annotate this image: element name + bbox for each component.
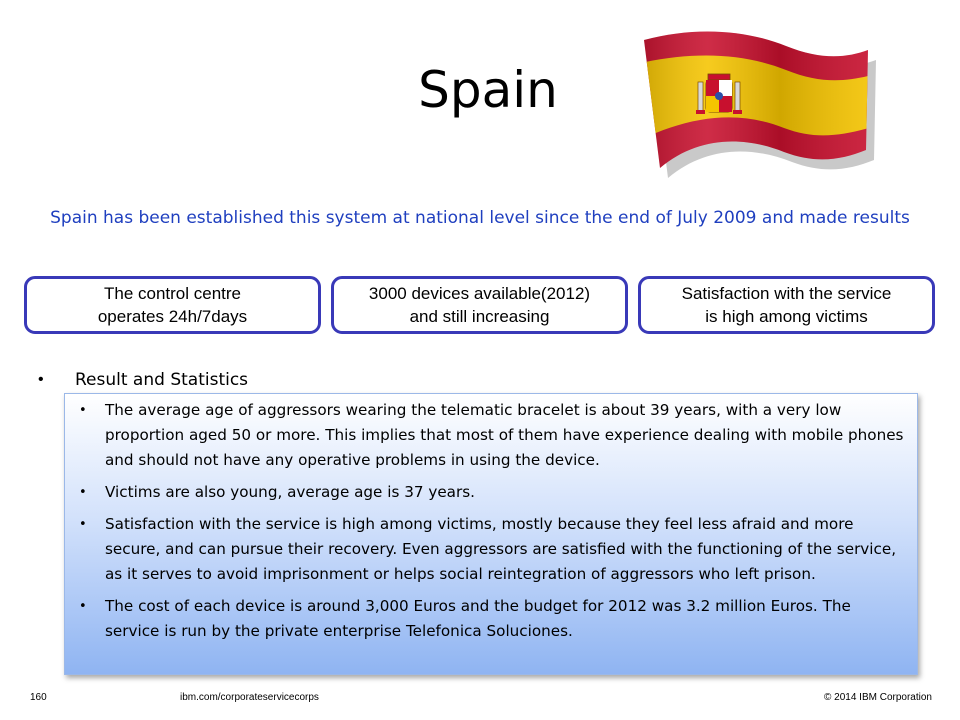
key-fact-line: is high among victims xyxy=(705,307,868,326)
statistics-list: • The average age of aggressors wearing … xyxy=(79,398,905,644)
bullet-icon: • xyxy=(79,485,87,500)
key-fact-box-satisfaction: Satisfaction with the service is high am… xyxy=(638,276,935,334)
page-number: 160 xyxy=(30,692,47,703)
footer-copyright: © 2014 IBM Corporation xyxy=(824,692,932,703)
key-fact-line: operates 24h/7days xyxy=(97,307,248,326)
list-item-text: Satisfaction with the service is high am… xyxy=(105,515,897,583)
list-item-text: The cost of each device is around 3,000 … xyxy=(105,597,851,640)
slide-title: Spain xyxy=(418,61,558,119)
section-bullet: • xyxy=(38,371,44,388)
statistics-panel: • The average age of aggressors wearing … xyxy=(64,393,918,675)
subtitle-statement: Spain has been established this system a… xyxy=(50,208,910,228)
key-fact-line: and still increasing xyxy=(409,307,550,326)
list-item-text: Victims are also young, average age is 3… xyxy=(105,483,475,501)
bullet-icon: • xyxy=(79,517,87,532)
list-item: • Victims are also young, average age is… xyxy=(79,480,905,505)
bullet-icon: • xyxy=(79,403,87,418)
footer-url: ibm.com/corporateservicecorps xyxy=(180,692,319,703)
key-fact-line: Satisfaction with the service xyxy=(681,284,892,303)
key-fact-line: 3000 devices available(2012) xyxy=(368,284,591,303)
list-item: • Satisfaction with the service is high … xyxy=(79,512,905,587)
list-item: • The average age of aggressors wearing … xyxy=(79,398,905,473)
key-fact-box-devices: 3000 devices available(2012) and still i… xyxy=(331,276,628,334)
spain-flag-icon xyxy=(644,31,876,178)
section-heading: Result and Statistics xyxy=(75,370,249,390)
spain-flag-image xyxy=(636,22,876,202)
list-item-text: The average age of aggressors wearing th… xyxy=(105,401,904,469)
key-fact-line: The control centre xyxy=(103,284,241,303)
key-fact-box-control-centre: The control centre operates 24h/7days xyxy=(24,276,321,334)
list-item: • The cost of each device is around 3,00… xyxy=(79,594,905,644)
bullet-icon: • xyxy=(79,599,87,614)
